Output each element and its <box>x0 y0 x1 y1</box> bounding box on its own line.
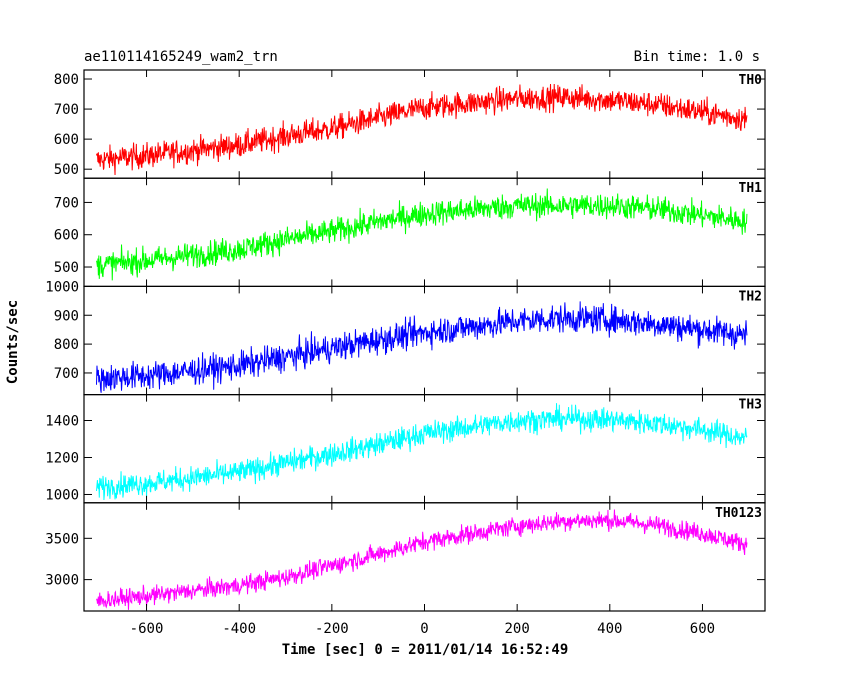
bin-time-label: Bin time: 1.0 s <box>634 49 760 65</box>
y-tick-label: 800 <box>54 337 79 353</box>
y-tick-label: 3000 <box>45 573 79 589</box>
panel-label-th3: TH3 <box>739 398 762 413</box>
panels-group: 500 600 700 800 TH0 500 600 700 TH1 700 800 900 1000… <box>45 69 766 637</box>
y-tick-label: 900 <box>54 308 79 324</box>
panel-label-th0123: TH0123 <box>715 506 762 521</box>
x-tick-label: -400 <box>222 621 256 637</box>
x-tick-label: 200 <box>505 621 530 637</box>
panel-label-th2: TH2 <box>739 289 762 304</box>
x-tick-label: 0 <box>420 621 428 637</box>
y-tick-label: 700 <box>54 102 79 118</box>
x-axis-label: Time [sec] 0 = 2011/01/14 16:52:49 <box>282 642 569 658</box>
x-tick-label: 400 <box>597 621 622 637</box>
y-tick-label: 1400 <box>45 413 79 429</box>
series-th1-line <box>96 188 748 281</box>
y-tick-label: 500 <box>54 162 79 178</box>
y-tick-label: 700 <box>54 366 79 382</box>
series-th0123-line <box>96 509 748 610</box>
y-axis-label: Counts/sec <box>5 300 21 384</box>
x-tick-label: -600 <box>130 621 164 637</box>
y-tick-label: 500 <box>54 260 79 276</box>
panel-frame-th1 <box>83 177 766 287</box>
y-tick-label: 1000 <box>45 487 79 503</box>
panel-label-th0: TH0 <box>739 73 763 88</box>
chart-title: ae110114165249_wam2_trn <box>84 49 278 65</box>
y-tick-label: 600 <box>54 228 79 244</box>
y-tick-label: 1000 <box>45 279 79 295</box>
series-th3-line <box>96 403 748 501</box>
panel-label-th1: TH1 <box>739 181 763 196</box>
x-tick-label: -200 <box>315 621 349 637</box>
y-tick-label: 600 <box>54 132 79 148</box>
panel-frame-th3 <box>83 394 766 504</box>
y-tick-label: 3500 <box>45 531 79 547</box>
series-th0-line <box>96 83 748 175</box>
panel-frame-th2 <box>83 285 766 396</box>
series-th2-line <box>96 301 748 393</box>
x-tick-label: 600 <box>690 621 715 637</box>
y-tick-label: 700 <box>54 195 79 211</box>
y-tick-label: 1200 <box>45 450 79 466</box>
y-tick-label: 800 <box>54 72 79 88</box>
